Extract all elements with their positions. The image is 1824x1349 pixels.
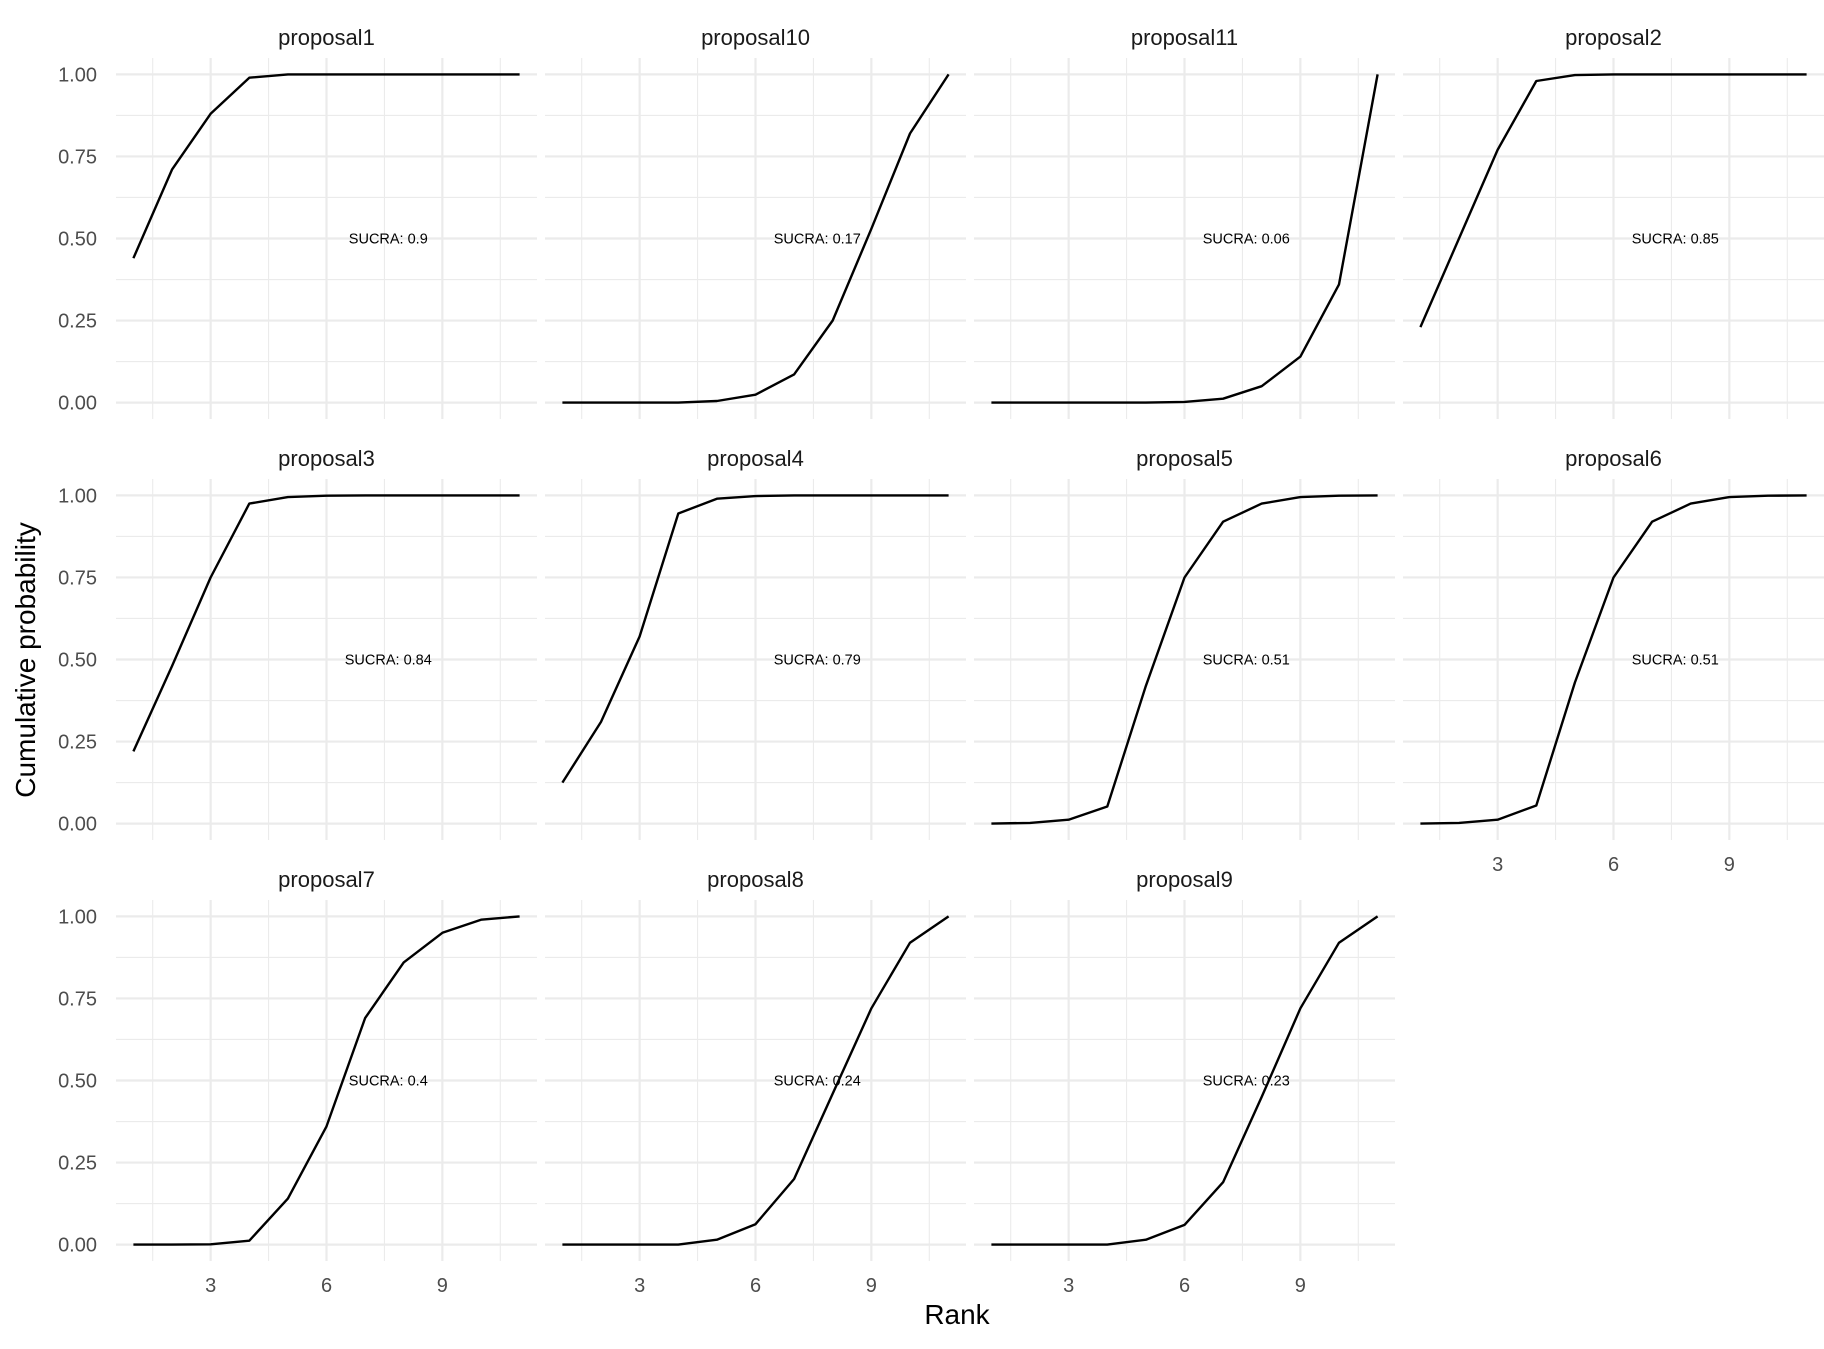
x-tick-label: 9 — [1295, 1275, 1306, 1297]
sucra-label: SUCRA: 0.23 — [1203, 1074, 1290, 1090]
panel-title: proposal2 — [1565, 25, 1662, 50]
x-tick-label: 3 — [1492, 854, 1503, 876]
sucra-label: SUCRA: 0.85 — [1632, 232, 1719, 248]
x-tick-label: 6 — [750, 1275, 761, 1297]
sucra-label: SUCRA: 0.84 — [345, 653, 432, 669]
panel-title: proposal8 — [707, 867, 804, 892]
panel-title: proposal5 — [1136, 446, 1233, 471]
sucra-label: SUCRA: 0.9 — [349, 232, 428, 248]
panel-title: proposal4 — [707, 446, 804, 471]
sucra-label: SUCRA: 0.51 — [1203, 653, 1290, 669]
sucra-label: SUCRA: 0.06 — [1203, 232, 1290, 248]
x-tick-label: 3 — [1063, 1275, 1074, 1297]
series-line — [991, 494, 1378, 825]
series-line — [132, 73, 520, 259]
x-tick-label: 6 — [1608, 854, 1619, 876]
series-line — [562, 915, 950, 1246]
x-tick-label: 3 — [205, 1275, 216, 1297]
x-tick-label: 6 — [321, 1275, 332, 1297]
y-tick-label: 1.00 — [58, 485, 97, 507]
sucra-label: SUCRA: 0.51 — [1632, 653, 1719, 669]
sucra-label: SUCRA: 0.17 — [774, 232, 861, 248]
series-line — [562, 73, 950, 404]
y-tick-label: 0.75 — [58, 146, 97, 168]
y-tick-label: 0.25 — [58, 732, 97, 754]
y-tick-label: 0.50 — [58, 1071, 97, 1093]
series-line — [991, 915, 1379, 1246]
series-line — [1420, 494, 1807, 825]
sucra-label: SUCRA: 0.4 — [349, 1074, 428, 1090]
sucra-label: SUCRA: 0.79 — [774, 653, 861, 669]
y-tick-label: 1.00 — [58, 64, 97, 86]
series-line — [991, 74, 1379, 404]
y-tick-label: 0.00 — [58, 814, 97, 836]
y-tick-label: 0.75 — [58, 567, 97, 589]
x-axis-title: Rank — [924, 1299, 990, 1330]
y-tick-label: 0.75 — [58, 988, 97, 1010]
panel-title: proposal6 — [1565, 446, 1662, 471]
y-tick-label: 0.25 — [58, 1153, 97, 1175]
panel-title: proposal10 — [701, 25, 810, 50]
y-tick-label: 0.00 — [58, 393, 97, 415]
panel-title: proposal3 — [278, 446, 375, 471]
panel-title: proposal7 — [278, 867, 375, 892]
x-tick-label: 9 — [1724, 854, 1735, 876]
x-tick-label: 9 — [866, 1275, 877, 1297]
y-tick-label: 0.50 — [58, 229, 97, 251]
x-tick-label: 6 — [1179, 1275, 1190, 1297]
series-line — [561, 494, 949, 784]
x-tick-label: 9 — [437, 1275, 448, 1297]
y-tick-label: 0.00 — [58, 1235, 97, 1257]
panel-title: proposal1 — [278, 25, 375, 50]
panel-title: proposal9 — [1136, 867, 1233, 892]
y-tick-label: 0.25 — [58, 311, 97, 333]
series-line — [1419, 73, 1807, 328]
series-line — [133, 915, 520, 1246]
y-tick-label: 0.50 — [58, 650, 97, 672]
x-tick-label: 3 — [634, 1275, 645, 1297]
panel-title: proposal11 — [1131, 25, 1238, 50]
series-line — [132, 494, 520, 752]
sucra-label: SUCRA: 0.24 — [774, 1074, 861, 1090]
y-tick-label: 1.00 — [58, 906, 97, 928]
y-axis-title: Cumulative probability — [10, 522, 41, 797]
